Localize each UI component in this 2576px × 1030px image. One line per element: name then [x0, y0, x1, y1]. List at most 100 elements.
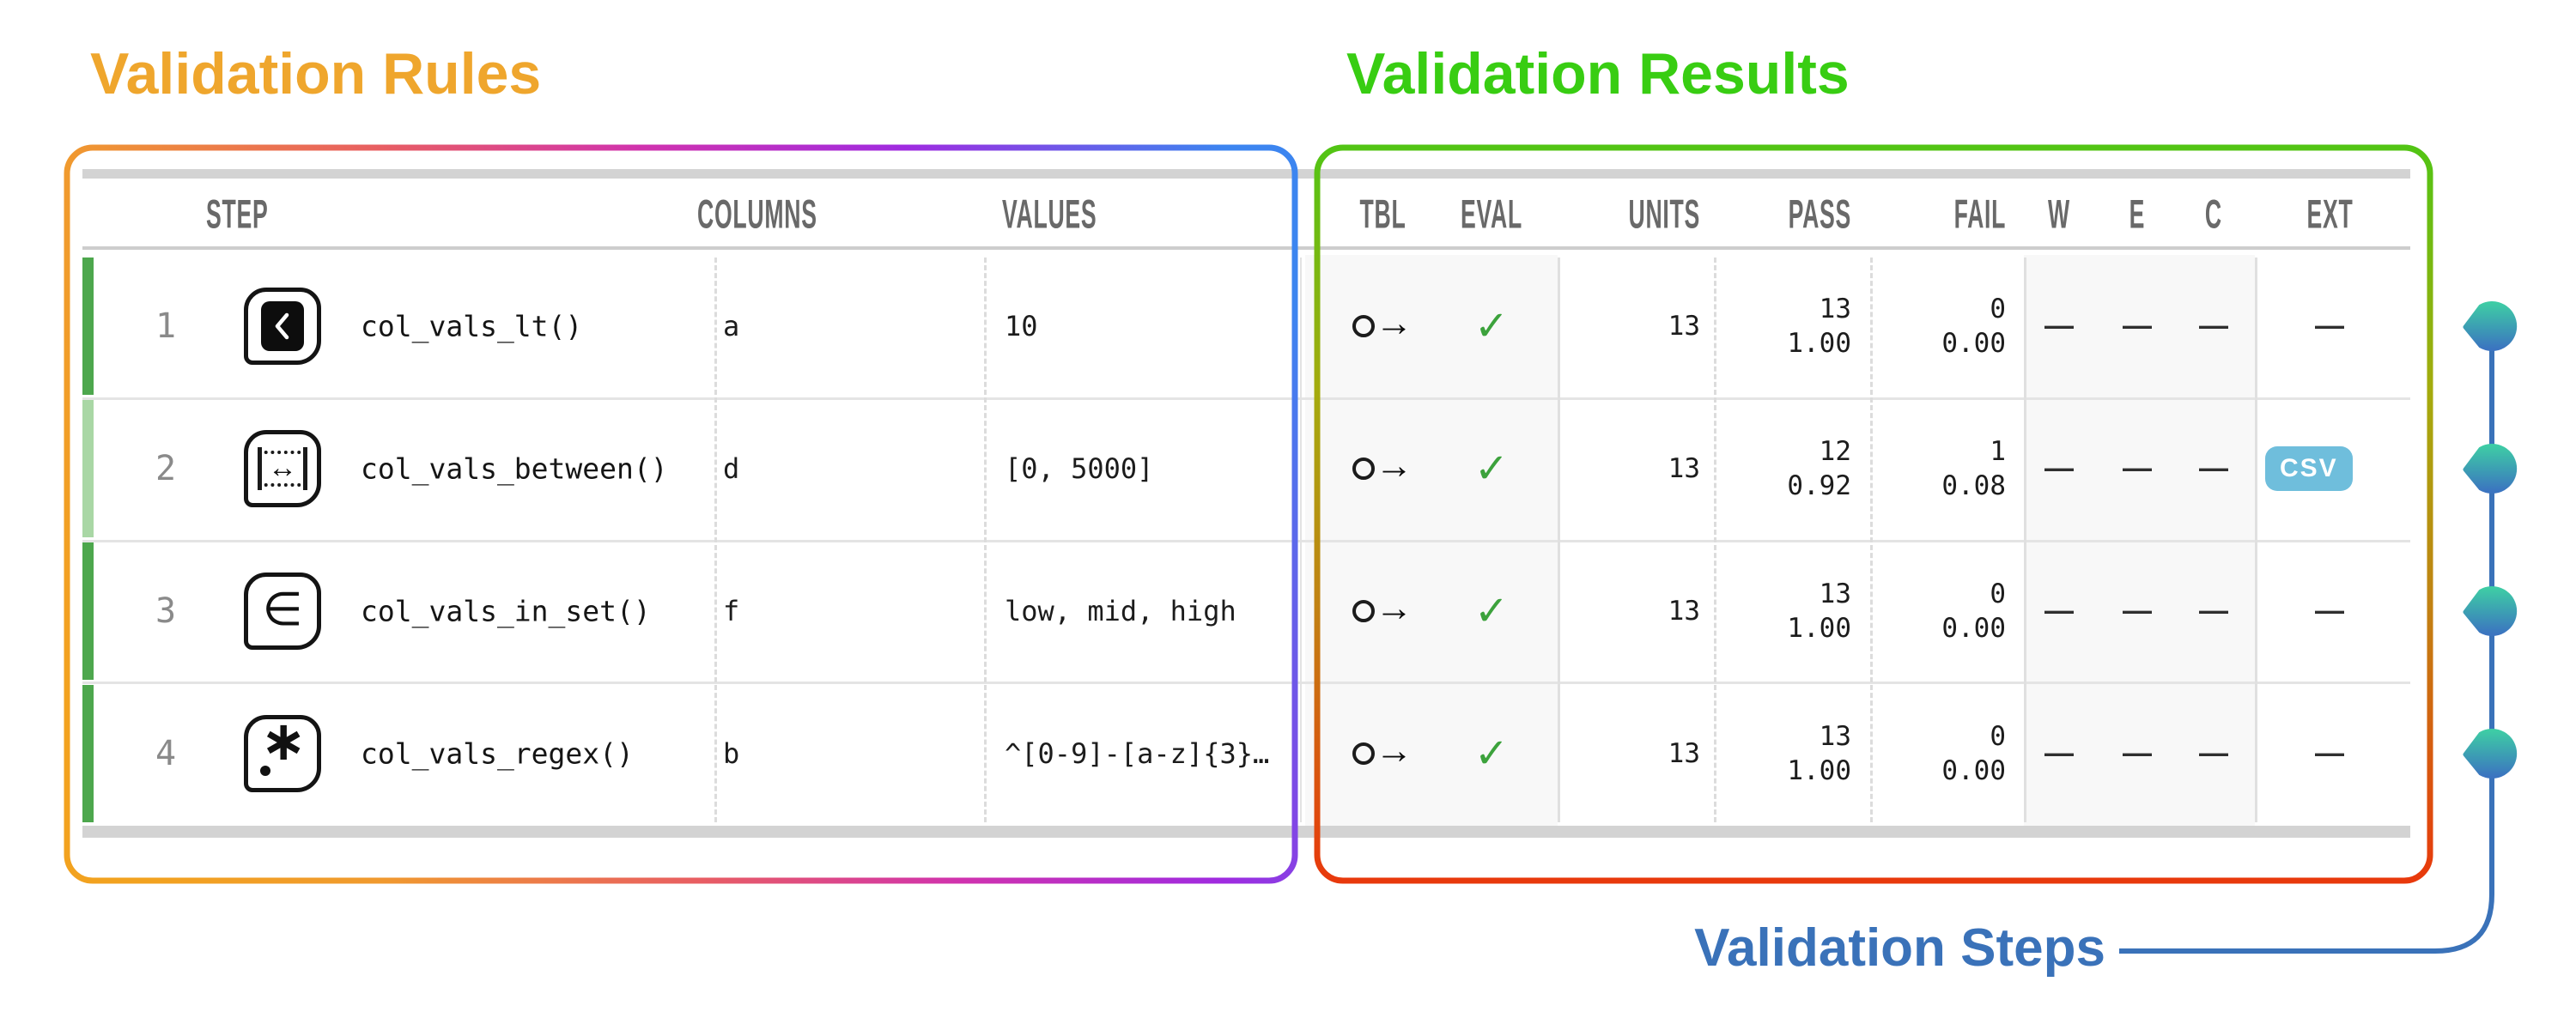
- between-range-icon: ↔: [258, 447, 307, 490]
- tbl-icon-cell: →: [1331, 305, 1434, 342]
- columns-cell: d: [723, 452, 740, 485]
- ext-cell: —: [2315, 594, 2344, 627]
- eval-check-cell: ✓: [1473, 304, 1510, 349]
- ext-cell: —: [2315, 736, 2344, 770]
- pass-count: 12: [1819, 436, 1851, 467]
- columns-cell: f: [723, 595, 740, 627]
- fail-cell: 1 0.08: [1834, 434, 2006, 503]
- fail-fraction: 0.00: [1941, 328, 2006, 359]
- pass-cell: 13 1.00: [1680, 577, 1851, 645]
- pass-count: 13: [1819, 579, 1851, 609]
- header-columns: COLUMNS: [697, 191, 817, 237]
- rules-section-title: Validation Rules: [90, 41, 542, 106]
- fail-count: 0: [1990, 721, 2006, 752]
- eval-check-cell: ✓: [1473, 589, 1510, 634]
- pass-cell: 13 1.00: [1680, 719, 1851, 788]
- table-arrow-icon: →: [1375, 587, 1413, 629]
- function-name: col_vals_lt(): [361, 309, 583, 343]
- table-circle-icon: [1352, 742, 1375, 765]
- eval-check-cell: ✓: [1473, 731, 1510, 777]
- step-number: 1: [155, 306, 177, 346]
- header-pass: PASS: [1788, 191, 1851, 237]
- error-cell: —: [2123, 594, 2152, 627]
- table-circle-icon: [1352, 600, 1375, 622]
- values-cell: [0, 5000]: [1005, 452, 1154, 485]
- units-cell: 13: [1668, 596, 1700, 627]
- fail-cell: 0 0.00: [1834, 719, 2006, 788]
- warn-cell: —: [2044, 594, 2074, 627]
- values-cell: ^[0-9]-[a-z]{3}…: [1005, 737, 1270, 770]
- fail-cell: 0 0.00: [1834, 577, 2006, 645]
- units-cell: 13: [1668, 311, 1700, 342]
- table-circle-icon: [1352, 315, 1375, 337]
- header-eval: EVAL: [1461, 191, 1522, 237]
- step-icon-cell: [244, 288, 321, 365]
- pass-fraction: 1.00: [1787, 755, 1851, 786]
- fail-count: 0: [1990, 294, 2006, 324]
- step-icon-cell: ∗: [244, 714, 321, 792]
- result-strip: [82, 258, 94, 395]
- fail-fraction: 0.00: [1941, 613, 2006, 644]
- error-cell: —: [2123, 736, 2152, 770]
- results-section-title: Validation Results: [1346, 41, 1850, 106]
- function-name: col_vals_regex(): [361, 736, 634, 771]
- table-circle-icon: [1352, 457, 1375, 480]
- double-arrow-glyph: ↔: [268, 451, 297, 484]
- warn-cell: —: [2044, 309, 2074, 342]
- tbl-icon-cell: →: [1331, 447, 1434, 485]
- table-top-bar: [82, 169, 2410, 179]
- step-icon-cell: ↔: [244, 430, 321, 507]
- dot-glyph: [260, 766, 270, 776]
- header-step: STEP: [206, 191, 269, 237]
- header-values: VALUES: [1002, 191, 1097, 237]
- step-icon-cell: ∈: [244, 573, 321, 650]
- warn-cell: —: [2044, 451, 2074, 485]
- warn-cell: —: [2044, 736, 2074, 770]
- validation-step-row: 3 ∈ col_vals_in_set() f low, mid, high → ✓ 13 13…: [0, 540, 2576, 682]
- table-arrow-icon: →: [1375, 730, 1413, 772]
- table-bottom-bar: [82, 826, 2410, 838]
- csv-download-button[interactable]: CSV: [2265, 446, 2353, 491]
- function-name: col_vals_between(): [361, 451, 668, 486]
- pass-count: 13: [1819, 294, 1851, 324]
- pass-fraction: 1.00: [1787, 613, 1851, 644]
- col-vals-in-set-icon: ∈: [244, 573, 321, 650]
- header-tbl: TBL: [1359, 191, 1406, 237]
- header-error: E: [2129, 191, 2146, 237]
- fail-cell: 0 0.00: [1834, 292, 2006, 360]
- header-ext: EXT: [2306, 191, 2353, 237]
- critical-cell: —: [2199, 736, 2228, 770]
- less-than-chevron-icon: [261, 301, 304, 351]
- col-vals-regex-icon: ∗: [244, 714, 321, 792]
- tbl-icon-cell: →: [1331, 732, 1434, 770]
- fail-count: 1: [1990, 436, 2006, 467]
- eval-check-cell: ✓: [1473, 446, 1510, 492]
- fail-count: 0: [1990, 579, 2006, 609]
- pass-fraction: 1.00: [1787, 328, 1851, 359]
- regex-dot-star-icon: ∗: [258, 714, 307, 779]
- pass-fraction: 0.92: [1787, 470, 1851, 501]
- columns-cell: a: [723, 310, 740, 342]
- result-strip: [82, 400, 94, 537]
- units-cell: 13: [1668, 453, 1700, 484]
- step-number: 2: [155, 449, 177, 488]
- pass-cell: 12 0.92: [1680, 434, 1851, 503]
- header-warn: W: [2048, 191, 2070, 237]
- values-cell: low, mid, high: [1005, 595, 1236, 627]
- units-cell: 13: [1668, 738, 1700, 769]
- values-cell: 10: [1005, 310, 1038, 342]
- gridline-table-split: [1300, 258, 1302, 822]
- asterisk-glyph: ∗: [260, 710, 307, 773]
- result-strip: [82, 685, 94, 822]
- element-of-glyph: ∈: [262, 582, 303, 636]
- header-fail: FAIL: [1953, 191, 2006, 237]
- error-cell: —: [2123, 309, 2152, 342]
- pass-count: 13: [1819, 721, 1851, 752]
- tbl-icon-cell: →: [1331, 590, 1434, 627]
- step-number: 4: [155, 734, 177, 773]
- header-units: UNITS: [1628, 191, 1700, 237]
- step-number: 3: [155, 591, 177, 631]
- validation-step-row: 2 ↔ col_vals_between() d [0, 5000] → ✓ 13 12 0.92…: [0, 397, 2576, 540]
- table-arrow-icon: →: [1375, 445, 1413, 487]
